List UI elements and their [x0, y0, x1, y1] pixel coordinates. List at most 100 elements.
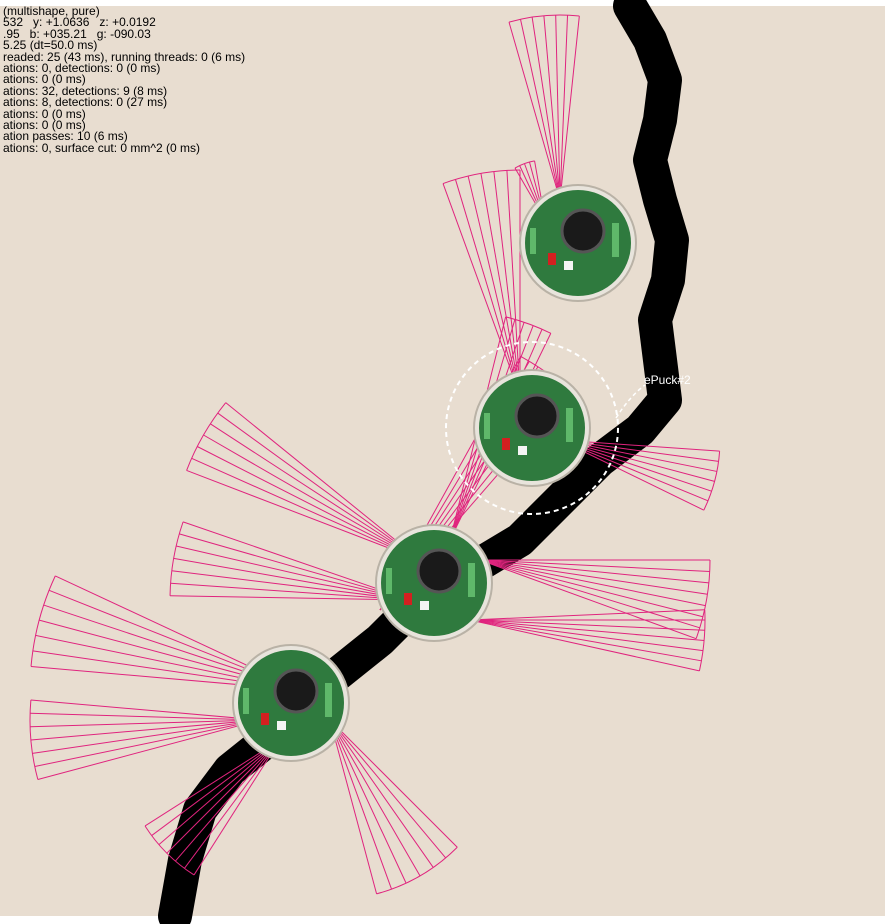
sensor-ray [191, 457, 421, 561]
sensor-arc [29, 699, 39, 780]
sensor-ray [469, 619, 704, 652]
sensor-ray [197, 446, 421, 561]
sensor-ray [182, 521, 411, 601]
info-overlay: (multishape, pure) 532 y: +1.0636 z: +0.0… [3, 4, 246, 155]
sensor-ray [479, 559, 708, 595]
overlay-line: ations: 8, detections: 0 (27 ms) [3, 95, 168, 110]
overlay-line: ations: 0, surface cut: 0 mm^2 (0 ms) [3, 140, 201, 155]
sensor-arc [186, 402, 227, 471]
sensor-ray [170, 595, 411, 601]
speaker-icon [416, 548, 462, 594]
overlay-line: ations: 0 (0 ms) [3, 118, 86, 133]
epuck-robot-icon[interactable] [519, 184, 637, 302]
speaker-icon [273, 668, 319, 714]
sensor-arc [144, 825, 195, 876]
connector-icon [530, 228, 536, 254]
sensor-ray [158, 739, 281, 845]
sensor-ray [469, 619, 705, 631]
switch-icon [420, 601, 429, 610]
overlay-line: ations: 32, detections: 9 (8 ms) [3, 83, 168, 98]
sensor-ray [506, 170, 521, 396]
epuck-robot-icon[interactable] [232, 644, 350, 762]
sensor-arc [505, 316, 552, 334]
sensor-arc [30, 575, 56, 667]
sensor-ray [34, 719, 261, 767]
sensor-arc [169, 521, 184, 596]
sensor-ray [144, 739, 281, 827]
connector-icon [612, 223, 619, 257]
sensor-ray [329, 719, 407, 884]
sensor-ray [479, 559, 709, 584]
sensor-ray [203, 434, 421, 561]
sensor-ray [170, 582, 411, 601]
sensor-ray [171, 570, 411, 601]
speaker-icon [514, 393, 560, 439]
connector-icon [243, 688, 249, 714]
sensor-ray [30, 719, 261, 741]
sensor-ray [469, 619, 700, 672]
overlay-line: ations: 0 (0 ms) [3, 106, 86, 121]
sensor-ray [559, 15, 580, 201]
sensor-ray [32, 719, 261, 754]
sensor-arc [508, 14, 580, 23]
overlay-line: readed: 25 (43 ms), running threads: 0 (… [3, 49, 246, 64]
sensor-ray [519, 19, 561, 201]
sensor-ray [508, 22, 561, 201]
sensor-ray [480, 173, 521, 396]
overlay-line: ation passes: 10 (6 ms) [3, 129, 128, 144]
sensor-arc [698, 609, 706, 671]
sensor-ray [37, 719, 261, 781]
label-leader-line [615, 384, 646, 419]
sensor-ray [179, 533, 411, 601]
led-icon [404, 593, 412, 605]
switch-icon [277, 721, 286, 730]
led-icon [548, 253, 556, 265]
epuck-robot-icon[interactable] [375, 524, 493, 642]
sensor-ray [559, 15, 569, 201]
epuck-robot-icon[interactable] [473, 369, 591, 487]
robot-name-label: ePuck#2 [644, 373, 691, 387]
sensor-ray [217, 412, 421, 561]
overlay-line: .95 b: +035.21 g: -090.03 [3, 26, 151, 41]
sensor-ray [543, 15, 561, 201]
sensor-ray [173, 557, 411, 601]
sensor-ray [186, 469, 421, 561]
sensor-ray [493, 171, 521, 396]
led-icon [502, 438, 510, 450]
sensor-ray [329, 719, 378, 894]
overlay-line: 532 y: +1.0636 z: +0.0192 [3, 15, 156, 30]
sensor-arc [514, 160, 535, 169]
sensor-ray [329, 719, 447, 859]
sensor-ray [176, 545, 411, 601]
connector-icon [484, 413, 490, 439]
sensor-ray [210, 423, 421, 561]
led-icon [261, 713, 269, 725]
sensor-ray [479, 559, 697, 640]
sensor-ray [30, 712, 261, 721]
selection-outline [445, 341, 619, 515]
sensor-ray [329, 719, 393, 890]
sensor-ray [531, 17, 561, 201]
overlay-line: ations: 0, detections: 0 (0 ms) [3, 61, 161, 76]
sensor-ray [479, 559, 700, 629]
sensor-arc [376, 846, 458, 895]
sensor-ray [454, 179, 521, 396]
sensor-ray [193, 739, 281, 876]
connector-icon [386, 568, 392, 594]
sensor-ray [479, 559, 710, 572]
switch-icon [518, 446, 527, 455]
sensor-ray [479, 559, 706, 607]
sensor-ray [442, 183, 521, 396]
sensor-ray [225, 402, 421, 561]
sensor-arc [695, 559, 711, 639]
speaker-icon [560, 208, 606, 254]
overlay-line: (multishape, pure) [3, 4, 100, 18]
sensor-ray [329, 719, 421, 877]
sensor-arc [442, 169, 521, 185]
connector-icon [566, 408, 573, 442]
sensor-ray [479, 559, 704, 618]
sensor-ray [469, 619, 705, 641]
connector-icon [325, 683, 332, 717]
